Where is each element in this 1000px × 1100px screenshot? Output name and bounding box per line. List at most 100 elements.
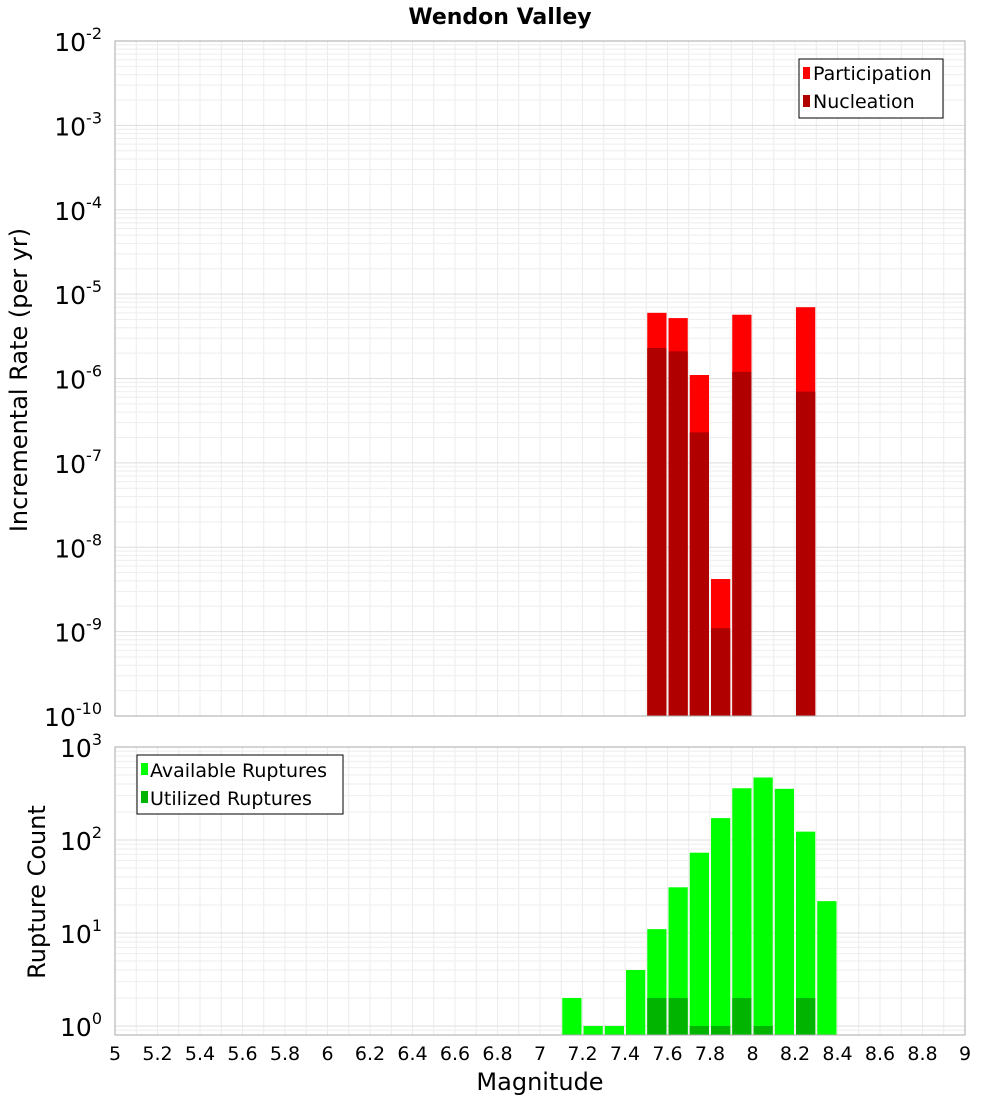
x-tick-label: 8.6 bbox=[865, 1043, 895, 1065]
magnitude-x-axis-label: Magnitude bbox=[476, 1068, 603, 1096]
tick-exponent: 3 bbox=[92, 730, 102, 749]
tick-base: 10 bbox=[54, 112, 86, 141]
tick-base: 10 bbox=[44, 703, 76, 732]
nucleation-bar bbox=[647, 347, 667, 716]
rate-y-tick-label: 10-7 bbox=[54, 446, 102, 479]
tick-exponent: 2 bbox=[92, 823, 102, 842]
tick-exponent: -4 bbox=[86, 193, 102, 212]
participation-legend-label: Participation bbox=[813, 63, 932, 85]
available-ruptures-bar bbox=[796, 831, 816, 1035]
nucleation-bar bbox=[689, 432, 709, 716]
available-ruptures-bar bbox=[817, 901, 837, 1035]
tick-base: 10 bbox=[54, 28, 86, 57]
x-tick-label: 7.4 bbox=[610, 1043, 640, 1065]
rate-y-tick-label: 10-5 bbox=[54, 277, 102, 310]
available-ruptures-bar bbox=[583, 1025, 603, 1035]
nucleation-legend-swatch bbox=[803, 95, 810, 107]
nucleation-legend-label: Nucleation bbox=[813, 91, 915, 113]
count-bars bbox=[562, 777, 837, 1035]
utilized-ruptures-bar bbox=[796, 997, 816, 1035]
x-tick-label: 5.6 bbox=[227, 1043, 257, 1065]
x-tick-label: 5.4 bbox=[185, 1043, 215, 1065]
available-legend-swatch bbox=[141, 763, 148, 775]
tick-exponent: -8 bbox=[86, 530, 102, 549]
x-tick-label: 6.8 bbox=[482, 1043, 512, 1065]
rate-y-tick-label: 10-8 bbox=[54, 530, 102, 563]
tick-base: 10 bbox=[60, 734, 92, 763]
rate-y-tick-label: 10-10 bbox=[44, 699, 102, 732]
x-tick-label: 8.8 bbox=[907, 1043, 937, 1065]
x-tick-label: 6.2 bbox=[355, 1043, 385, 1065]
chart-title: Wendon Valley bbox=[408, 5, 591, 30]
tick-base: 10 bbox=[54, 197, 86, 226]
count-legend-box bbox=[136, 754, 344, 815]
x-tick-label: 7 bbox=[534, 1043, 546, 1065]
utilized-ruptures-bar bbox=[668, 997, 688, 1035]
count-y-axis-label: Rupture Count bbox=[23, 805, 51, 979]
nucleation-bar bbox=[732, 371, 752, 716]
tick-exponent: 0 bbox=[92, 1009, 102, 1028]
rate-grid bbox=[115, 40, 965, 717]
utilized-ruptures-bar bbox=[647, 997, 667, 1035]
tick-base: 10 bbox=[60, 920, 92, 949]
tick-base: 10 bbox=[54, 366, 86, 395]
tick-exponent: -2 bbox=[86, 24, 102, 43]
rate-legend-box bbox=[798, 58, 944, 119]
utilized-ruptures-bar bbox=[711, 1025, 731, 1035]
x-tick-label: 8.4 bbox=[822, 1043, 852, 1065]
utilized-ruptures-bar bbox=[732, 997, 752, 1035]
x-tick-label: 7.8 bbox=[695, 1043, 725, 1065]
tick-exponent: -6 bbox=[86, 362, 102, 381]
count-y-tick-label: 103 bbox=[60, 730, 102, 763]
tick-exponent: -10 bbox=[76, 699, 102, 718]
count-legend: Available Ruptures Utilized Ruptures bbox=[136, 754, 344, 815]
count-y-tick-label: 101 bbox=[60, 916, 102, 949]
tick-base: 10 bbox=[60, 1013, 92, 1042]
tick-exponent: 1 bbox=[92, 916, 102, 935]
x-tick-label: 6.6 bbox=[440, 1043, 470, 1065]
tick-exponent: -9 bbox=[86, 615, 102, 634]
rate-bars bbox=[647, 307, 816, 716]
count-plot-border bbox=[114, 746, 966, 1036]
available-ruptures-bar bbox=[562, 997, 582, 1035]
available-ruptures-bar bbox=[626, 969, 646, 1035]
magnitude-x-ticks: 5 5.2 5.4 5.6 5.8 6 6.2 6.4 6.6 6.8 7 7.2 7.4 7.6 7.8 8… bbox=[109, 1043, 971, 1065]
nucleation-bar bbox=[711, 628, 731, 716]
x-tick-label: 5 bbox=[109, 1043, 121, 1065]
tick-base: 10 bbox=[54, 281, 86, 310]
rate-y-tick-label: 10-6 bbox=[54, 362, 102, 395]
x-tick-label: 8.2 bbox=[780, 1043, 810, 1065]
nucleation-bar bbox=[668, 351, 688, 716]
utilized-ruptures-bar bbox=[753, 1025, 773, 1035]
utilized-legend-swatch bbox=[141, 791, 148, 803]
rate-legend: Participation Nucleation bbox=[798, 58, 944, 119]
nucleation-bar bbox=[796, 391, 816, 716]
tick-base: 10 bbox=[54, 450, 86, 479]
x-tick-label: 7.6 bbox=[652, 1043, 682, 1065]
tick-base: 10 bbox=[60, 827, 92, 856]
x-tick-label: 5.2 bbox=[142, 1043, 172, 1065]
rate-plot-border bbox=[114, 40, 966, 717]
tick-base: 10 bbox=[54, 534, 86, 563]
available-legend-label: Available Ruptures bbox=[150, 760, 327, 782]
rate-y-axis-label: Incremental Rate (per yr) bbox=[5, 228, 33, 532]
available-ruptures-bar bbox=[604, 1025, 624, 1035]
available-ruptures-bar bbox=[732, 788, 752, 1035]
rate-y-tick-label: 10-4 bbox=[54, 193, 102, 226]
x-tick-label: 6 bbox=[321, 1043, 333, 1065]
utilized-legend-label: Utilized Ruptures bbox=[150, 788, 312, 810]
tick-exponent: -7 bbox=[86, 446, 102, 465]
available-ruptures-bar bbox=[753, 777, 773, 1035]
x-tick-label: 9 bbox=[959, 1043, 971, 1065]
available-ruptures-bar bbox=[711, 818, 731, 1035]
available-ruptures-bar bbox=[689, 852, 709, 1035]
utilized-ruptures-bar bbox=[689, 1025, 709, 1035]
x-tick-label: 5.8 bbox=[270, 1043, 300, 1065]
tick-exponent: -5 bbox=[86, 277, 102, 296]
participation-legend-swatch bbox=[803, 67, 810, 79]
count-y-tick-label: 100 bbox=[60, 1009, 102, 1042]
